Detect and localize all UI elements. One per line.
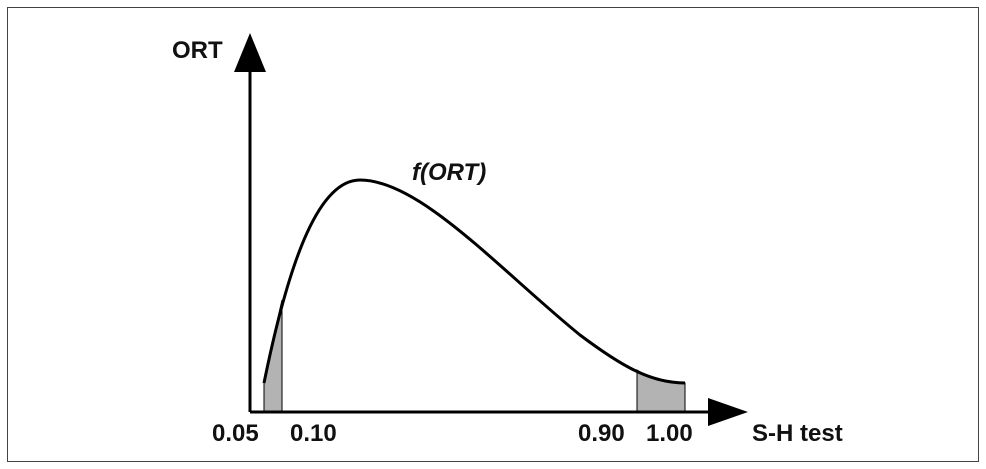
x-axis-label: S-H test (752, 420, 843, 447)
tick-label-0.90: 0.90 (578, 420, 625, 447)
y-axis-label: ORT (172, 37, 223, 64)
tick-label-0.10: 0.10 (290, 420, 337, 447)
curve-label: f(ORT) (412, 159, 486, 186)
y-axis-arrow-icon (234, 33, 266, 72)
tick-label-0.05: 0.05 (212, 420, 259, 447)
tick-label-1.00: 1.00 (646, 420, 693, 447)
figure-frame (7, 7, 979, 462)
x-axis-arrow-icon (708, 398, 748, 426)
right-tail-shaded-region (636, 369, 686, 413)
density-curve (262, 178, 686, 385)
